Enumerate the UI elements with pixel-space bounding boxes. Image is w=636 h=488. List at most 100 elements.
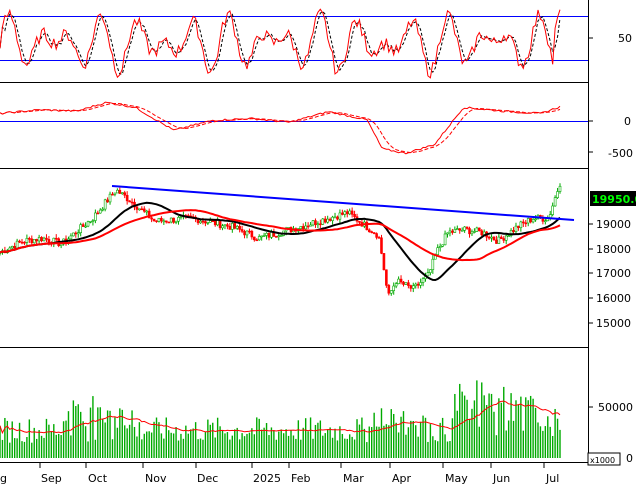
candle-body <box>316 223 320 226</box>
x-label-nov: Nov <box>145 472 167 485</box>
candle-body <box>40 237 43 242</box>
volume-bar <box>79 411 82 458</box>
candle-body <box>301 226 305 230</box>
volume-bar <box>114 417 116 458</box>
candle-body <box>328 218 332 221</box>
volume-bar <box>138 422 141 458</box>
candle-body <box>478 227 481 232</box>
volume-bar <box>559 429 561 458</box>
volume-bar <box>87 441 89 458</box>
volume-bar <box>160 433 163 458</box>
candle-body <box>438 246 442 248</box>
candle-body <box>209 220 212 223</box>
candle-body <box>473 231 476 233</box>
volume-bar <box>309 417 312 458</box>
volume-bar <box>437 441 439 458</box>
volume-bar <box>263 427 265 458</box>
volume-tick-0: 0 <box>626 452 633 465</box>
price-tick-16000: 16000 <box>596 292 631 305</box>
price-tick-15000: 15000 <box>596 317 631 330</box>
candle-body <box>172 217 175 223</box>
volume-bar <box>522 430 525 458</box>
candle-body <box>397 278 400 284</box>
volume-bar <box>551 435 554 458</box>
volume-bar <box>371 427 373 458</box>
volume-bar <box>180 433 182 458</box>
volume-bar <box>260 429 263 458</box>
volume-bar <box>165 417 167 458</box>
candle-body <box>504 235 508 241</box>
volume-bar <box>265 423 268 458</box>
candle-body <box>372 232 376 234</box>
volume-bar <box>495 435 498 458</box>
candle-body <box>531 219 535 223</box>
volume-bar <box>527 400 529 458</box>
candle-body <box>441 244 444 247</box>
candle-body <box>15 240 19 249</box>
volume-bar <box>503 386 505 458</box>
volume-bar <box>449 441 451 458</box>
volume-bar <box>407 427 410 458</box>
candle-body <box>162 220 166 223</box>
volume-bar <box>419 421 422 458</box>
candle-body <box>377 237 381 239</box>
volume-bar <box>102 418 104 458</box>
x-label-aug: g <box>0 472 7 485</box>
candle-body <box>111 193 114 196</box>
candle-body <box>221 225 224 229</box>
volume-bar <box>537 422 539 458</box>
volume-bar <box>410 420 412 458</box>
volume-panel: 50000 0 x1000 <box>0 380 633 466</box>
candle-body <box>96 212 100 215</box>
volume-bar <box>366 442 368 458</box>
candle-body <box>524 222 528 225</box>
volume-unit-label: x1000 <box>590 456 615 465</box>
volume-bar <box>441 417 444 458</box>
x-label-feb: Feb <box>291 472 310 485</box>
volume-bar <box>539 426 542 458</box>
volume-bar <box>468 418 471 458</box>
volume-bar <box>270 427 273 458</box>
candle-body <box>204 221 207 224</box>
candle-body <box>522 221 525 224</box>
volume-bar <box>168 430 170 458</box>
candle-body <box>260 235 263 238</box>
volume-bar <box>473 400 476 458</box>
volume-bar <box>300 439 302 458</box>
volume-bar <box>517 404 520 458</box>
volume-bar <box>317 422 319 458</box>
volume-bar <box>424 417 427 458</box>
volume-bar <box>18 422 21 458</box>
volume-bar <box>375 426 378 458</box>
volume-bar <box>77 404 79 458</box>
volume-bar <box>290 430 292 458</box>
candle-body <box>28 238 31 240</box>
macd-signal-line <box>0 102 561 154</box>
volume-bar <box>444 434 446 458</box>
candle-body <box>277 235 281 237</box>
volume-bar <box>307 431 309 458</box>
candle-body <box>45 237 48 240</box>
x-label-2025: 2025 <box>253 472 281 485</box>
candle-body <box>453 229 457 233</box>
volume-bar <box>50 431 53 458</box>
volume-bar <box>13 438 16 458</box>
volume-bar <box>500 402 503 458</box>
moving-average-short <box>0 209 561 262</box>
candle-body <box>152 218 156 222</box>
volume-bar <box>400 416 402 458</box>
candle-body <box>228 225 232 230</box>
candle-body <box>145 210 149 213</box>
volume-bar <box>346 438 348 458</box>
candle-body <box>23 241 26 244</box>
volume-bar <box>194 422 197 458</box>
candle-body <box>218 220 222 229</box>
candle-body <box>299 226 303 229</box>
price-panel: 19000 18000 17000 16000 15000 19950.00 <box>0 183 636 330</box>
candle-body <box>463 226 466 231</box>
x-label-apr: Apr <box>392 472 412 485</box>
volume-bar <box>84 426 87 458</box>
candle-body <box>101 208 105 211</box>
volume-bar <box>192 428 194 458</box>
candle-body <box>265 232 268 236</box>
